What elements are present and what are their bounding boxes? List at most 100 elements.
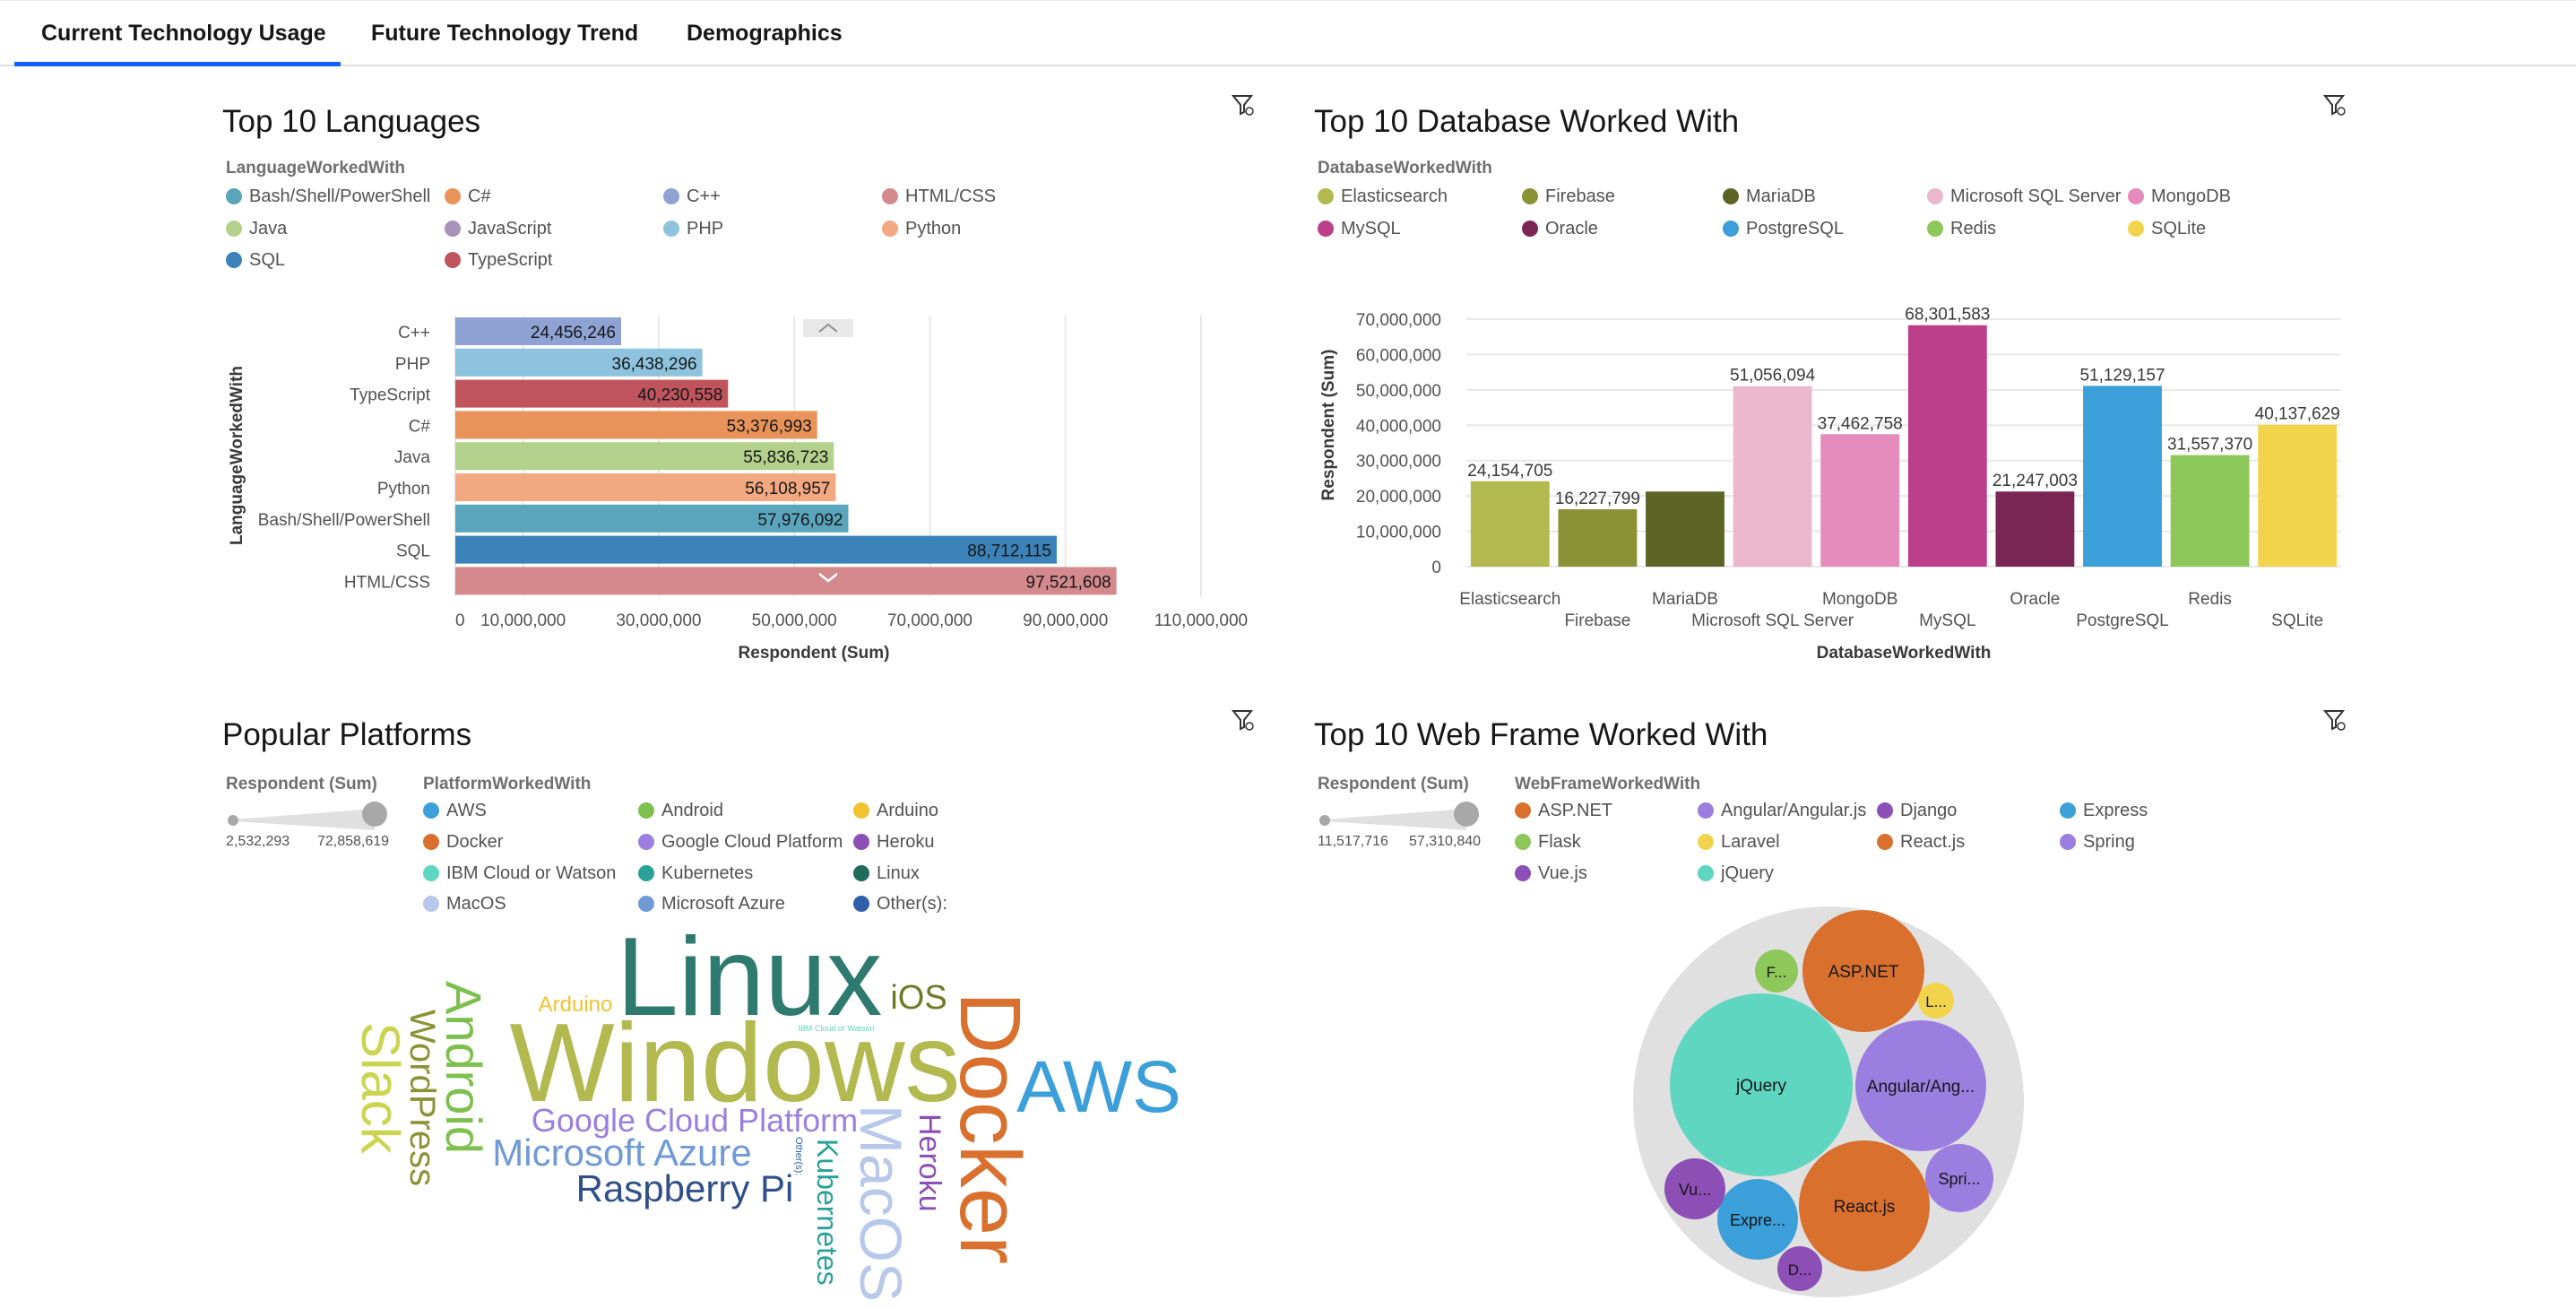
legend-item[interactable]: Laravel: [1698, 832, 1780, 853]
bar: [1820, 434, 1900, 567]
legend-item[interactable]: Bash/Shell/PowerShell: [226, 186, 430, 207]
legend-item[interactable]: Redis: [1927, 219, 1996, 239]
filter-icon[interactable]: [2323, 708, 2347, 732]
legend-item[interactable]: Google Cloud Platform: [638, 832, 843, 853]
legend-item[interactable]: MariaDB: [1723, 186, 1816, 207]
filter-icon[interactable]: [1232, 93, 1255, 117]
legend-item[interactable]: MongoDB: [2128, 186, 2231, 207]
legend-item[interactable]: Python: [882, 219, 961, 239]
word-raspberry-pi[interactable]: Raspberry Pi: [576, 1167, 794, 1209]
legend-item[interactable]: Django: [1877, 801, 1957, 821]
platforms-size-legend-title: Respondent (Sum): [226, 775, 377, 793]
legend-item[interactable]: Heroku: [853, 832, 934, 853]
legend-item[interactable]: Microsoft Azure: [638, 894, 785, 915]
bubble-django[interactable]: [1777, 1246, 1822, 1291]
y-tick-label: Python: [377, 480, 430, 498]
legend-item[interactable]: Elasticsearch: [1318, 186, 1448, 207]
bubble-spring[interactable]: [1925, 1144, 1993, 1212]
legend-item[interactable]: Java: [226, 219, 287, 239]
word-aws[interactable]: AWS: [1016, 1046, 1181, 1128]
x-tick-label: SQLite: [2271, 611, 2323, 630]
legend-item[interactable]: Vue.js: [1515, 863, 1587, 884]
legend-item[interactable]: Docker: [423, 832, 503, 853]
bubble-flask[interactable]: [1755, 949, 1798, 993]
legend-swatch: [1877, 834, 1893, 850]
legend-swatch: [1698, 865, 1714, 881]
tab-demographics[interactable]: Demographics: [687, 21, 843, 46]
legend-item[interactable]: Microsoft SQL Server: [1927, 186, 2121, 207]
bar: [2170, 455, 2250, 567]
legend-item[interactable]: PHP: [663, 219, 723, 239]
legend-item[interactable]: SQL: [226, 250, 285, 271]
legend-item[interactable]: Android: [638, 801, 723, 821]
tab-current-technology-usage[interactable]: Current Technology Usage: [41, 21, 326, 46]
bubble-vue-js[interactable]: [1664, 1158, 1725, 1219]
word-google-cloud-platform[interactable]: Google Cloud Platform: [532, 1102, 858, 1139]
legend-item[interactable]: SQLite: [2128, 219, 2206, 239]
word-kubernetes[interactable]: Kubernetes: [811, 1139, 843, 1286]
legend-item[interactable]: HTML/CSS: [882, 186, 996, 207]
legend-item[interactable]: Express: [2060, 801, 2148, 821]
y-tick-label: Java: [394, 448, 431, 467]
filter-icon[interactable]: [2323, 93, 2347, 117]
legend-item[interactable]: TypeScript: [445, 250, 552, 271]
bar: [455, 535, 1057, 564]
word-arduino[interactable]: Arduino: [539, 993, 613, 1017]
data-label: 31,557,370: [2167, 436, 2252, 455]
bar: [1558, 509, 1638, 567]
legend-swatch: [1927, 221, 1943, 237]
legend-item[interactable]: Linux: [853, 863, 920, 884]
legend-item[interactable]: JavaScript: [445, 219, 551, 239]
legend-item[interactable]: Kubernetes: [638, 863, 753, 884]
word-microsoft-azure[interactable]: Microsoft Azure: [492, 1131, 751, 1174]
word-windows[interactable]: Windows: [509, 1001, 960, 1125]
word-android[interactable]: Android: [436, 981, 492, 1154]
legend-item[interactable]: MySQL: [1318, 219, 1401, 239]
legend-item[interactable]: Firebase: [1522, 186, 1615, 207]
x-tick-label: Elasticsearch: [1459, 590, 1560, 609]
data-label: 97,521,608: [1026, 573, 1111, 592]
word-ios[interactable]: iOS: [890, 979, 947, 1017]
word-docker[interactable]: Docker: [942, 992, 1038, 1264]
data-label: 57,976,092: [757, 511, 843, 530]
legend-item[interactable]: Oracle: [1522, 219, 1598, 239]
legend-item[interactable]: AWS: [423, 801, 487, 821]
legend-swatch: [1522, 221, 1538, 237]
word-others[interactable]: Other(s):: [793, 1137, 804, 1175]
y-tick-label: TypeScript: [350, 386, 430, 405]
bubble-react-js[interactable]: [1799, 1140, 1930, 1271]
legend-swatch: [638, 834, 654, 850]
legend-item[interactable]: ASP.NET: [1515, 801, 1612, 821]
legend-item[interactable]: MacOS: [423, 894, 506, 915]
word-wordpress[interactable]: WordPress: [402, 1010, 442, 1186]
legend-item[interactable]: Flask: [1515, 832, 1581, 853]
word-macos[interactable]: MacOS: [848, 1105, 914, 1302]
data-label: 40,230,558: [637, 386, 722, 405]
filter-icon[interactable]: [1232, 708, 1255, 732]
x-tick-label: 70,000,000: [887, 611, 972, 630]
legend-item[interactable]: IBM Cloud or Watson: [423, 863, 616, 884]
bubble-asp-net[interactable]: [1802, 910, 1924, 1032]
x-tick-label: 10,000,000: [480, 611, 566, 630]
word-linux[interactable]: Linux: [617, 915, 882, 1039]
bubble-express[interactable]: [1717, 1179, 1798, 1260]
legend-swatch: [226, 221, 242, 237]
y-tick-label: Bash/Shell/PowerShell: [258, 511, 430, 530]
legend-item[interactable]: jQuery: [1698, 863, 1774, 884]
legend-item[interactable]: Arduino: [853, 801, 938, 821]
word-heroku[interactable]: Heroku: [912, 1114, 947, 1212]
bubble-laravel[interactable]: [1918, 983, 1954, 1019]
legend-item[interactable]: Spring: [2060, 832, 2135, 853]
legend-item[interactable]: PostgreSQL: [1723, 219, 1844, 239]
bubble-jquery[interactable]: [1670, 993, 1853, 1176]
tab-future-technology-trend[interactable]: Future Technology Trend: [371, 21, 639, 46]
legend-item[interactable]: Other(s):: [853, 894, 947, 915]
word-ibm-cloud-or-watson[interactable]: IBM Cloud or Watson: [798, 1024, 874, 1033]
legend-item[interactable]: Angular/Angular.js: [1698, 801, 1866, 821]
legend-swatch: [226, 188, 242, 204]
legend-item[interactable]: React.js: [1877, 832, 1965, 853]
bubble-angular[interactable]: [1855, 1020, 1986, 1151]
legend-item[interactable]: C++: [663, 186, 721, 207]
word-slack[interactable]: Slack: [350, 1022, 411, 1155]
legend-item[interactable]: C#: [445, 186, 491, 207]
